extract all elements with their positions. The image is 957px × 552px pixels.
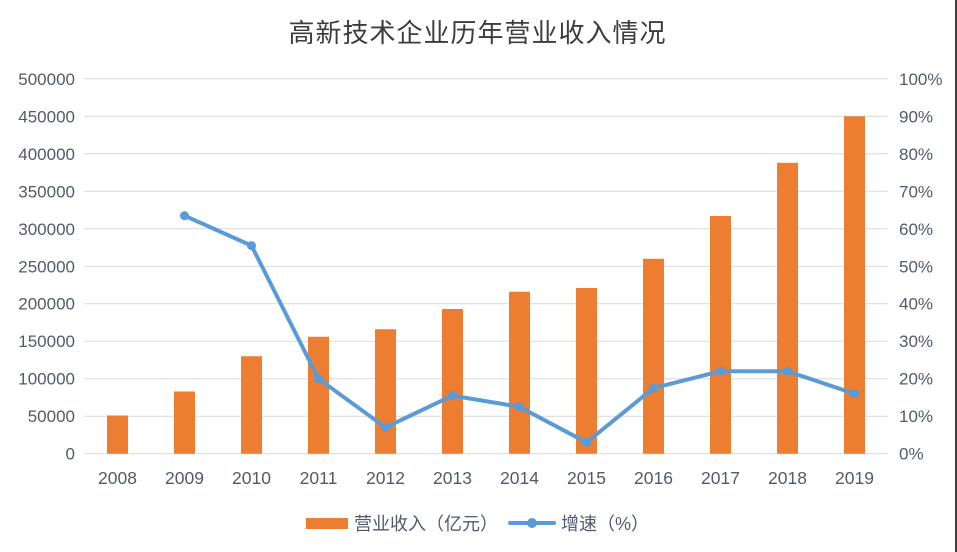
x-axis-tick-label: 2008	[98, 468, 137, 488]
x-axis-tick-label: 2013	[433, 468, 472, 488]
chart-title: 高新技术企业历年营业收入情况	[288, 19, 667, 49]
left-axis-tick-label: 0	[66, 445, 75, 464]
right-axis-tick-label: 40%	[899, 295, 933, 314]
x-axis-tick-label: 2017	[701, 468, 740, 488]
revenue-bar	[308, 336, 329, 454]
x-axis-tick-label: 2011	[300, 468, 338, 488]
growth-line-marker	[180, 211, 189, 221]
left-axis-tick-label: 450000	[18, 107, 75, 126]
revenue-bar	[576, 287, 597, 454]
x-axis-tick-label: 2015	[567, 468, 606, 488]
revenue-bar	[241, 356, 262, 454]
revenue-bar	[375, 329, 396, 454]
right-axis-tick-label: 50%	[899, 257, 933, 276]
growth-line-marker	[448, 391, 457, 401]
right-axis-tick-label: 60%	[899, 220, 933, 239]
right-axis-tick-label: 0%	[899, 445, 924, 464]
legend-revenue-label: 营业收入（亿元）	[353, 514, 498, 534]
x-axis-tick-label: 2019	[835, 468, 874, 488]
right-edge-border	[955, 0, 957, 552]
right-axis-tick-label: 70%	[899, 182, 933, 201]
chart-legend: 营业收入（亿元） 增速（%）	[0, 510, 955, 536]
left-axis-tick-label: 500000	[18, 70, 75, 89]
right-axis-tick-label: 20%	[899, 370, 933, 389]
left-axis-tick-label: 50000	[28, 407, 75, 426]
growth-line-marker	[515, 402, 524, 412]
right-axis-tick-label: 90%	[899, 107, 933, 126]
growth-line-marker	[381, 422, 390, 432]
growth-line-marker	[247, 241, 256, 251]
legend-growth-label: 增速（%）	[560, 514, 649, 534]
growth-line-marker	[649, 383, 658, 393]
left-axis-tick-label: 350000	[18, 182, 75, 201]
revenue-bar	[509, 291, 530, 454]
revenue-bar	[710, 216, 731, 454]
combo-chart-plot: 0 0% 50000 10% 100000 20% 150000 30% 200000 40% 25…	[18, 70, 942, 488]
revenue-bar	[777, 162, 798, 454]
legend-line-marker-icon	[526, 518, 537, 528]
growth-line-marker	[850, 389, 859, 399]
legend-line-swatch	[507, 518, 556, 528]
left-axis-tick-label: 400000	[18, 145, 75, 164]
left-axis-tick-label: 150000	[18, 332, 75, 351]
x-axis-tick-label: 2009	[165, 468, 204, 488]
revenue-bar	[174, 391, 195, 454]
left-axis-tick-label: 100000	[18, 370, 75, 389]
right-axis-tick-label: 30%	[899, 332, 933, 351]
x-axis-tick-label: 2012	[366, 468, 405, 488]
growth-line-marker	[582, 437, 591, 447]
revenue-bar	[844, 116, 865, 454]
left-axis-tick-label: 300000	[18, 220, 75, 239]
revenue-bar	[643, 258, 664, 454]
left-axis-tick-label: 200000	[18, 295, 75, 314]
legend-bar-swatch	[305, 517, 348, 529]
x-axis-tick-label: 2018	[768, 468, 807, 488]
right-axis-tick-label: 100%	[899, 70, 942, 89]
growth-line-marker	[314, 374, 323, 384]
left-axis-tick-label: 250000	[18, 257, 75, 276]
right-axis-tick-label: 10%	[899, 407, 933, 426]
x-axis-tick-label: 2014	[500, 468, 539, 488]
x-axis-tick-label: 2016	[634, 468, 673, 488]
revenue-bar	[107, 415, 128, 454]
growth-line-marker	[783, 366, 792, 376]
x-axis-tick-label: 2010	[232, 468, 271, 488]
revenue-bar	[442, 308, 463, 454]
growth-line-marker	[716, 366, 725, 376]
right-axis-tick-label: 80%	[899, 145, 933, 164]
